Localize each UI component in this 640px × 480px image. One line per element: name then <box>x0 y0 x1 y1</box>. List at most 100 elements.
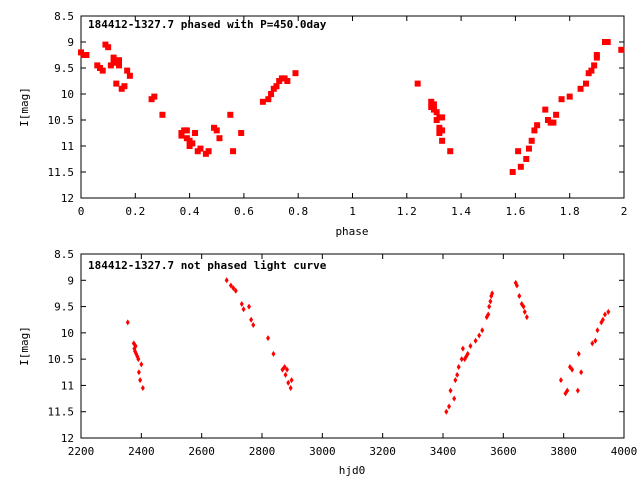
data-point <box>521 303 526 310</box>
data-point <box>590 340 595 347</box>
data-point <box>283 371 288 378</box>
data-point <box>453 377 458 384</box>
data-point <box>230 148 237 155</box>
data-point <box>550 119 557 126</box>
data-point <box>531 127 538 134</box>
data-point <box>136 369 141 376</box>
data-point <box>433 109 440 116</box>
data-point <box>140 385 145 392</box>
data-point <box>83 52 90 58</box>
x-tick-label: 1.6 <box>505 205 525 218</box>
data-point <box>515 148 522 155</box>
data-point <box>487 303 492 310</box>
data-point <box>565 387 570 394</box>
chart-title: 184412-1327.7 not phased light curve <box>88 259 327 272</box>
x-tick-label: 4000 <box>611 445 638 458</box>
data-point <box>447 403 452 410</box>
y-tick-label: 9.5 <box>54 62 74 75</box>
data-point <box>133 343 138 349</box>
y-tick-label: 8.5 <box>54 10 74 23</box>
data-point <box>488 298 493 305</box>
x-tick-label: 2800 <box>249 445 276 458</box>
data-point <box>224 277 229 284</box>
data-point <box>575 387 580 394</box>
data-point <box>125 319 130 326</box>
chart-title: 184412-1327.7 phased with P=450.0day <box>88 18 327 31</box>
data-point <box>439 127 446 134</box>
data-point <box>579 369 584 376</box>
data-point <box>430 101 437 108</box>
x-tick-label: 0.8 <box>288 205 308 218</box>
data-point <box>604 39 611 45</box>
data-point <box>292 70 299 77</box>
data-point <box>618 46 625 53</box>
data-points <box>125 277 611 415</box>
y-tick-label: 8.5 <box>54 248 74 261</box>
data-point <box>233 287 238 294</box>
data-point <box>514 282 519 289</box>
data-points <box>78 39 625 175</box>
data-point <box>593 337 598 344</box>
plot-frame <box>80 253 625 439</box>
phased-light-curve-panel: 184412-1327.7 phased with P=450.0day pha… <box>18 10 627 238</box>
data-point <box>110 59 117 66</box>
data-point <box>522 308 527 315</box>
data-point <box>553 111 560 118</box>
data-point <box>238 130 245 136</box>
data-point <box>285 366 290 373</box>
data-point <box>268 91 275 97</box>
data-point <box>113 80 120 87</box>
data-point <box>525 145 532 152</box>
data-point <box>249 316 254 323</box>
axis-ticks: 0 0.2 0.4 0.6 0.8 1 1.2 1.4 1.6 1.8 2 8.5 9 9.5 10 10.5… <box>48 10 628 218</box>
data-point <box>282 364 287 371</box>
data-point <box>509 169 516 175</box>
data-point <box>288 385 293 392</box>
x-tick-label: 3400 <box>430 445 457 458</box>
y-tick-label: 10.5 <box>48 114 75 127</box>
data-point <box>121 83 128 90</box>
data-point <box>576 350 581 357</box>
x-tick-label: 3000 <box>309 445 336 458</box>
data-point <box>602 311 607 318</box>
data-point <box>239 300 244 307</box>
data-point <box>528 137 535 144</box>
data-point <box>582 80 589 87</box>
data-point <box>588 67 595 74</box>
data-point <box>524 314 529 321</box>
data-point <box>110 54 117 61</box>
data-point <box>460 345 465 352</box>
data-point <box>444 408 449 415</box>
data-point <box>284 78 291 84</box>
data-point <box>286 379 291 386</box>
data-point <box>136 356 141 363</box>
data-point <box>247 303 252 310</box>
data-point <box>159 111 166 118</box>
x-tick-label: 2 <box>621 205 628 218</box>
data-point <box>606 308 611 315</box>
data-point <box>228 282 233 289</box>
x-tick-label: 0 <box>78 205 85 218</box>
data-point <box>456 364 461 371</box>
data-point <box>271 350 276 357</box>
x-tick-label: 3800 <box>550 445 577 458</box>
data-point <box>473 337 478 344</box>
data-point <box>231 285 236 292</box>
y-axis-label: I[mag] <box>18 326 31 366</box>
y-tick-label: 11.5 <box>48 406 75 419</box>
data-point <box>577 85 584 92</box>
data-point <box>448 387 453 394</box>
x-tick-label: 1.8 <box>560 205 580 218</box>
x-tick-label: 0.2 <box>125 205 145 218</box>
data-point <box>542 106 549 113</box>
x-tick-label: 1 <box>349 205 356 218</box>
data-point <box>593 52 600 58</box>
y-tick-label: 9 <box>67 36 74 49</box>
y-axis-label: I[mag] <box>18 87 31 127</box>
data-point <box>139 361 144 368</box>
data-point <box>189 140 196 147</box>
y-tick-label: 9 <box>67 274 74 287</box>
x-tick-label: 0.6 <box>234 205 254 218</box>
data-point <box>595 327 600 334</box>
